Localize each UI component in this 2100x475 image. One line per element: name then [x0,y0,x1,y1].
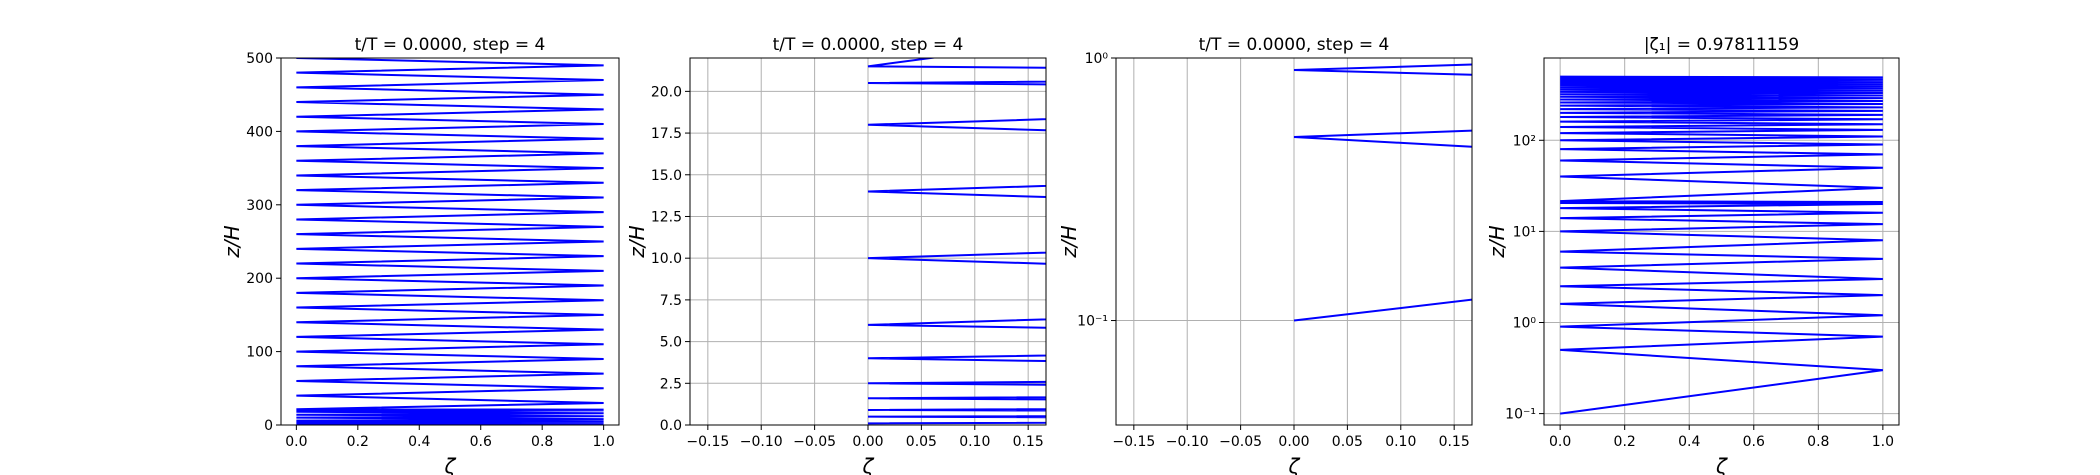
y-tick-label: 0.0 [660,418,682,434]
y-tick-label: 10⁻¹ [1505,407,1536,423]
y-tick-label: 400 [246,124,273,140]
x-tick-label: −0.10 [1166,434,1209,450]
x-tick-label: 0.0 [1549,434,1571,450]
y-tick-label: 200 [246,271,273,287]
x-tick-label: −0.05 [1219,434,1262,450]
x-tick-label: −0.10 [740,434,783,450]
y-axis-label: z/H [220,225,244,258]
y-tick-label: 300 [246,198,273,214]
y-tick-label: 10.0 [651,251,682,267]
y-tick-label: 10² [1513,133,1536,149]
y-tick-label: 500 [246,51,273,67]
x-tick-label: 0.8 [1807,434,1829,450]
subplot: −0.15 −0.10 −0.05 0.00 0.05 0.10 0.15 0.0 2.5 5.0… [625,35,1047,475]
axes-frame [1543,57,1900,426]
subplot: 0.0 0.2 0.4 0.6 0.8 1.0 0 100 200 300 400 500 t/T = … [220,35,620,475]
x-axis-label: ζ [1288,454,1301,475]
y-tick-label: 20.0 [651,84,682,100]
y-tick-label: 7.5 [660,293,682,309]
x-tick-label: 1.0 [593,434,615,450]
x-tick-label: 0.2 [1614,434,1636,450]
data-line [296,58,604,425]
axes-frame [280,57,620,426]
x-tick-label: 0.0 [285,434,307,450]
x-tick-label: −0.15 [686,434,729,450]
x-tick-label: 0.00 [1278,434,1309,450]
chart-title: |ζ₁| = 0.97811159 [1644,35,1799,55]
y-tick-label: 10⁰ [1513,316,1537,332]
x-tick-label: 0.6 [470,434,492,450]
x-tick-label: −0.15 [1112,434,1155,450]
y-tick-label: 100 [246,345,273,361]
axes-frame [1115,57,1473,426]
x-tick-label: 0.10 [959,434,990,450]
x-axis-label: ζ [1715,454,1728,475]
chart-title: t/T = 0.0000, step = 4 [773,35,964,55]
subplot: −0.15 −0.10 −0.05 0.00 0.05 0.10 0.15 10⁻¹ 10⁰ t/… [1057,35,1473,475]
y-tick-label: 0 [264,418,273,434]
subplot: 0.0 0.2 0.4 0.6 0.8 1.0 10⁻¹ 10⁰ 10¹ 10² |ζ₁| = 0.… [1485,35,1900,475]
y-axis-label: z/H [625,225,649,258]
y-tick-label: 17.5 [651,126,682,142]
x-tick-label: 0.4 [408,434,430,450]
x-tick-label: 0.05 [1332,434,1363,450]
y-tick-label: 10¹ [1513,224,1536,240]
x-tick-label: −0.05 [793,434,836,450]
x-axis-label: ζ [862,454,875,475]
chart-title: t/T = 0.0000, step = 4 [355,35,546,55]
y-axis-label: z/H [1057,225,1081,258]
x-tick-label: 0.2 [347,434,369,450]
y-axis-label: z/H [1485,225,1509,258]
x-tick-label: 1.0 [1872,434,1894,450]
chart-title: t/T = 0.0000, step = 4 [1199,35,1390,55]
axes-frame [689,57,1047,426]
x-tick-label: 0.00 [852,434,883,450]
x-axis-label: ζ [444,454,457,475]
x-tick-label: 0.15 [1439,434,1470,450]
x-tick-label: 0.10 [1385,434,1416,450]
data-line [1560,75,1883,415]
x-tick-label: 0.05 [906,434,937,450]
y-tick-label: 10⁰ [1085,51,1109,67]
y-tick-label: 5.0 [660,335,682,351]
y-tick-label: 2.5 [660,376,682,392]
x-tick-label: 0.6 [1743,434,1765,450]
y-tick-label: 12.5 [651,209,682,225]
x-tick-label: 0.15 [1013,434,1044,450]
x-tick-label: 0.4 [1678,434,1700,450]
x-tick-label: 0.8 [531,434,553,450]
y-tick-label: 15.0 [651,168,682,184]
y-tick-label: 10⁻¹ [1077,314,1108,330]
